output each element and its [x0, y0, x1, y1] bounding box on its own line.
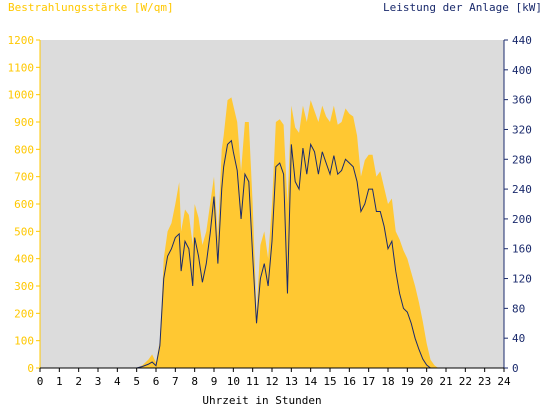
left-y-tick-label: 100	[14, 335, 34, 348]
right-y-tick-label: 280	[512, 153, 532, 166]
left-y-tick-label: 0	[27, 362, 34, 375]
x-tick-label: 22	[459, 375, 472, 388]
power-line	[40, 139, 504, 369]
x-tick-label: 9	[211, 375, 218, 388]
x-tick-label: 3	[95, 375, 102, 388]
right-y-tick-label: 0	[512, 362, 519, 375]
right-y-tick-label: 360	[512, 94, 532, 107]
x-tick-label: 24	[497, 375, 511, 388]
left-y-tick-label: 900	[14, 116, 34, 129]
x-tick-label: 15	[323, 375, 336, 388]
left-y-tick-label: 200	[14, 307, 34, 320]
x-tick-label: 23	[478, 375, 491, 388]
right-y-tick-label: 40	[512, 332, 525, 345]
left-y-tick-label: 800	[14, 143, 34, 156]
x-tick-label: 14	[304, 375, 318, 388]
right-y-tick-label: 200	[512, 213, 532, 226]
x-tick-label: 10	[227, 375, 240, 388]
left-axis-title: Bestrahlungsstärke [W/qm]	[8, 1, 174, 14]
x-tick-label: 16	[343, 375, 356, 388]
right-y-tick-label: 440	[512, 34, 532, 47]
right-y-tick-label: 400	[512, 64, 532, 77]
x-tick-label: 11	[246, 375, 259, 388]
x-tick-label: 4	[114, 375, 121, 388]
x-tick-label: 12	[265, 375, 278, 388]
x-axis-title: Uhrzeit in Stunden	[202, 394, 321, 407]
x-tick-label: 5	[133, 375, 140, 388]
x-tick-label: 6	[153, 375, 160, 388]
left-y-tick-label: 500	[14, 225, 34, 238]
right-y-tick-label: 240	[512, 183, 532, 196]
x-tick-label: 19	[401, 375, 414, 388]
left-y-tick-label: 1200	[8, 34, 35, 47]
left-y-tick-label: 1100	[8, 61, 35, 74]
x-tick-label: 2	[75, 375, 82, 388]
right-y-tick-label: 160	[512, 243, 532, 256]
x-tick-label: 17	[362, 375, 375, 388]
right-y-tick-label: 80	[512, 302, 525, 315]
right-axis-title: Leistung der Anlage [kW]	[383, 1, 542, 14]
chart-marks	[40, 97, 504, 369]
left-y-tick-label: 1000	[8, 89, 35, 102]
x-tick-label: 1	[56, 375, 63, 388]
left-y-tick-label: 300	[14, 280, 34, 293]
right-y-tick-label: 120	[512, 273, 532, 286]
x-tick-label: 7	[172, 375, 179, 388]
right-y-tick-label: 320	[512, 123, 532, 136]
left-y-tick-label: 400	[14, 253, 34, 266]
x-tick-label: 21	[439, 375, 452, 388]
left-y-tick-label: 600	[14, 198, 34, 211]
x-tick-label: 18	[381, 375, 394, 388]
chart-ticks: 0100200300400500600700800900100011001200…	[8, 34, 532, 388]
x-tick-label: 8	[191, 375, 198, 388]
left-y-tick-label: 700	[14, 171, 34, 184]
x-tick-label: 20	[420, 375, 433, 388]
x-tick-label: 0	[37, 375, 44, 388]
x-tick-label: 13	[285, 375, 298, 388]
